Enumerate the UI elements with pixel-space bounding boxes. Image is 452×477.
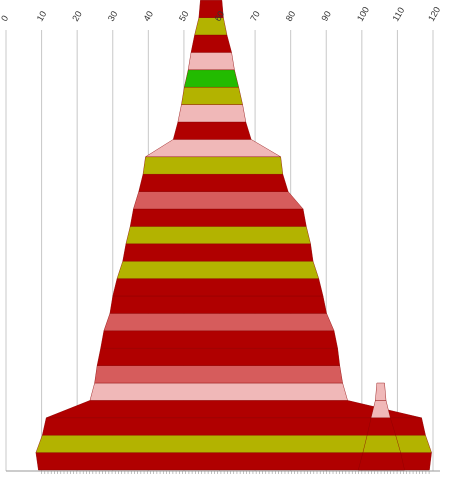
x-tick-label-20: 20 <box>70 9 84 23</box>
x-tick-label-120: 120 <box>426 5 442 23</box>
band-0-10 <box>112 278 324 297</box>
band-1-1 <box>362 435 401 453</box>
band-0-3 <box>46 400 422 418</box>
band-0-18 <box>144 139 282 158</box>
plot-area <box>35 0 432 471</box>
x-tick-label-50: 50 <box>177 9 191 23</box>
band-1-0 <box>358 452 405 471</box>
x-tick-label-80: 80 <box>284 9 298 23</box>
band-0-15 <box>133 191 304 210</box>
band-1-3 <box>370 400 391 418</box>
band-0-22 <box>184 69 239 88</box>
x-tick-label-10: 10 <box>35 9 49 23</box>
band-0-26 <box>198 0 224 18</box>
band-0-11 <box>116 261 320 279</box>
band-0-16 <box>138 173 289 192</box>
band-0-20 <box>177 104 247 123</box>
band-0-7 <box>100 330 338 349</box>
x-tick-label-70: 70 <box>248 9 262 23</box>
band-0-4 <box>89 382 348 401</box>
band-0-8 <box>103 313 335 331</box>
x-tick-label-110: 110 <box>390 6 406 23</box>
x-tick-label-90: 90 <box>319 9 333 23</box>
band-0-21 <box>181 86 243 105</box>
band-0-6 <box>96 348 340 366</box>
shape-1 <box>358 382 405 471</box>
band-0-19 <box>172 121 252 140</box>
x-axis: 0 10 20 30 40 50 60 70 80 90 100 110 120 <box>0 5 442 474</box>
band-0-13 <box>125 226 311 245</box>
band-0-9 <box>109 295 327 314</box>
band-0-23 <box>187 52 235 71</box>
band-0-5 <box>94 365 343 384</box>
band-1-4 <box>375 382 387 401</box>
x-tick-label-60: 60 <box>213 9 227 23</box>
x-tick-label-40: 40 <box>141 9 155 23</box>
x-tick-label-100: 100 <box>355 5 371 23</box>
band-0-14 <box>129 208 307 227</box>
band-0-12 <box>122 243 314 262</box>
band-0-17 <box>142 156 284 175</box>
band-0-24 <box>190 34 232 53</box>
shape-0 <box>35 0 432 471</box>
x-tick-label-30: 30 <box>106 9 120 23</box>
x-tick-label-0: 0 <box>0 14 10 23</box>
